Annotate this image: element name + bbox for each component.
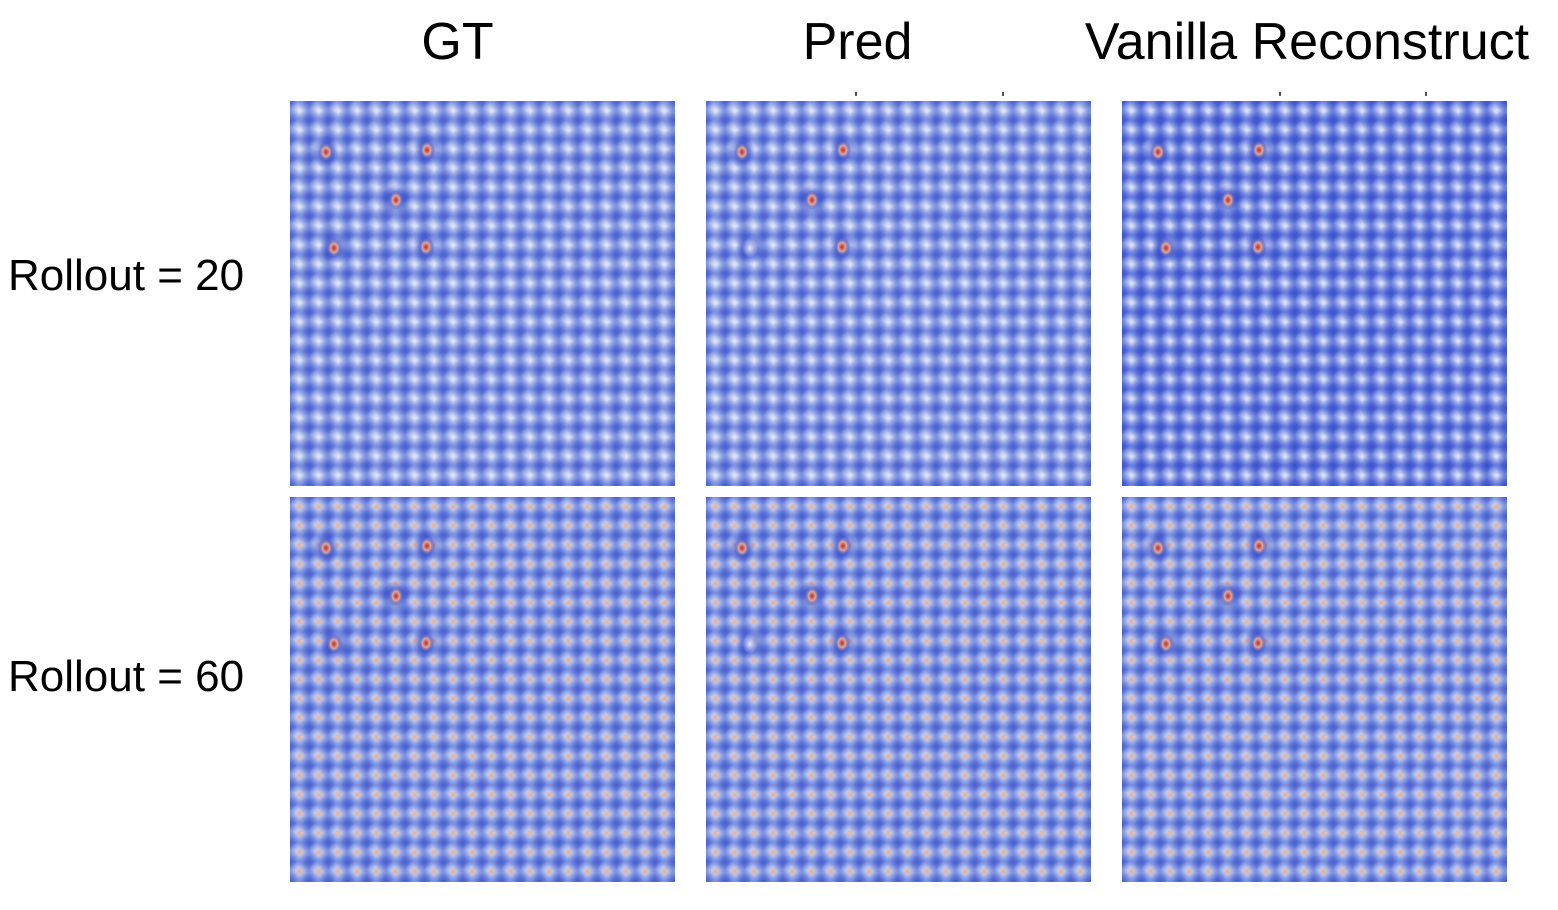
panel-pred-rollout-60 (706, 497, 1091, 882)
tick-mark (855, 92, 857, 96)
row-label-rollout-60: Rollout = 60 (8, 652, 245, 701)
panel-vanilla-rollout-20 (1122, 101, 1507, 486)
column-header-gt: GT (421, 13, 494, 71)
row-label-rollout-20: Rollout = 20 (8, 251, 245, 300)
panel-pred-rollout-20 (706, 101, 1091, 486)
panel-gt-rollout-60 (290, 497, 675, 882)
column-header-pred: Pred (802, 13, 913, 71)
tick-mark (1279, 92, 1281, 96)
panel-gt-rollout-20 (290, 101, 675, 486)
tick-mark (1425, 92, 1427, 96)
panel-vanilla-rollout-60 (1122, 497, 1507, 882)
tick-mark (1002, 92, 1004, 96)
column-header-vanilla-reconstruct: Vanilla Reconstruct (1084, 13, 1530, 71)
